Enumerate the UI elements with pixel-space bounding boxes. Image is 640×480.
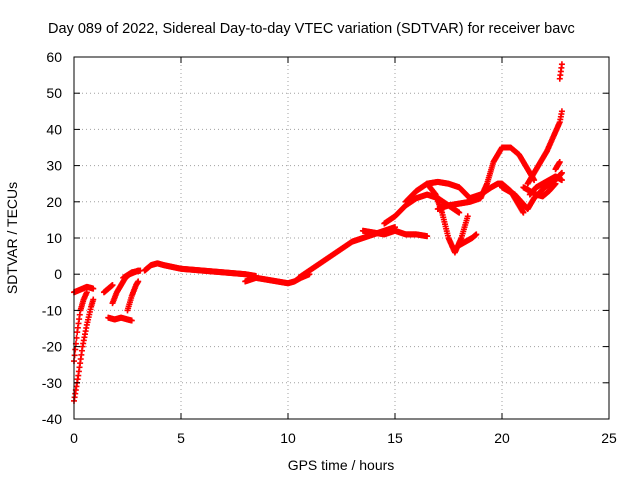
series-arc-15 <box>424 180 471 256</box>
y-axis-label: SDTVAR / TECUs <box>4 182 20 294</box>
data-point <box>552 180 559 187</box>
x-tick-label: 10 <box>280 430 296 446</box>
data-point <box>556 158 563 165</box>
series-arc-5 <box>105 314 135 324</box>
data-point <box>558 108 565 115</box>
data-point <box>456 209 463 216</box>
data-point <box>558 169 565 176</box>
series-arc-7 <box>124 278 142 314</box>
series-arc-21 <box>520 180 559 200</box>
y-tick-label: -30 <box>42 375 62 391</box>
data-point <box>424 233 431 240</box>
data-point <box>128 317 135 324</box>
data-series <box>71 61 565 404</box>
y-tick-label: 60 <box>46 49 62 65</box>
series-arc-11 <box>295 224 398 281</box>
series-arc-3 <box>71 283 97 296</box>
x-tick-label: 25 <box>601 430 617 446</box>
x-axis-label: GPS time / hours <box>288 457 395 473</box>
series-arc-24 <box>556 61 565 82</box>
data-point <box>90 285 97 292</box>
data-point <box>135 278 142 285</box>
data-point <box>72 346 79 353</box>
series-arc-22 <box>524 108 565 187</box>
data-point <box>90 296 97 303</box>
data-point <box>71 352 78 359</box>
y-tick-label: 30 <box>46 158 62 174</box>
chart-title: Day 089 of 2022, Sidereal Day-to-day VTE… <box>48 21 575 37</box>
grid <box>74 57 609 419</box>
y-tick-label: 50 <box>46 85 62 101</box>
y-tick-label: 0 <box>54 266 62 282</box>
data-point <box>83 289 90 296</box>
y-tick-label: -10 <box>42 302 62 318</box>
y-tick-label: 40 <box>46 121 62 137</box>
data-point <box>109 282 116 289</box>
y-tick-label: -20 <box>42 339 62 355</box>
series-arc-23 <box>552 158 563 173</box>
data-point <box>520 209 527 216</box>
x-tick-label: 5 <box>177 430 185 446</box>
series-arc-8 <box>120 267 144 281</box>
y-tick-label: 20 <box>46 194 62 210</box>
series-arc-9 <box>141 260 259 280</box>
series-arc-1 <box>71 296 97 404</box>
data-point <box>73 334 80 341</box>
y-tick-label: 10 <box>46 230 62 246</box>
data-point <box>558 177 565 184</box>
data-point <box>473 231 480 238</box>
x-tick-label: 20 <box>494 430 510 446</box>
data-point <box>558 61 565 68</box>
x-tick-label: 15 <box>387 430 403 446</box>
series-arc-4 <box>100 282 116 296</box>
y-tick-label: -40 <box>42 411 62 427</box>
data-point <box>464 213 471 220</box>
series-arc-12 <box>359 227 431 240</box>
series-arc-17 <box>456 231 480 249</box>
x-tick-label: 0 <box>70 430 78 446</box>
axes: 0 5 10 15 20 25 -40 -30 -20 -10 0 10 20 30 40 50 60 <box>42 49 617 446</box>
